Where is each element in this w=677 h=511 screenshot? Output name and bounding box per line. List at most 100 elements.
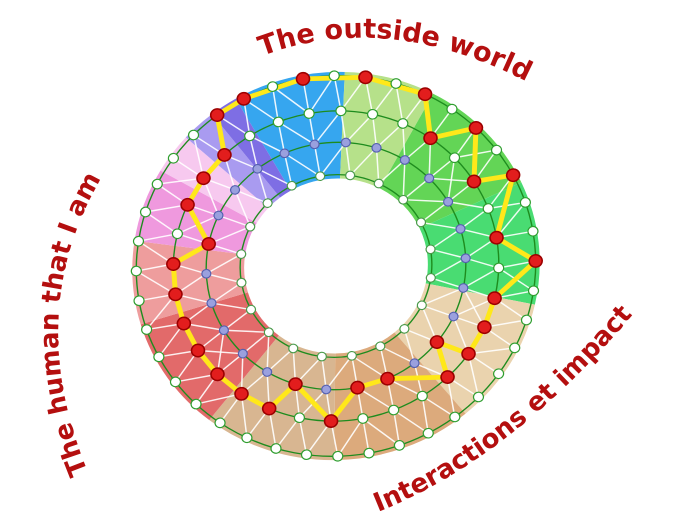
node[interactable] xyxy=(130,265,142,277)
node[interactable] xyxy=(293,412,306,424)
path-node[interactable] xyxy=(288,377,303,392)
node[interactable] xyxy=(245,304,257,315)
node[interactable] xyxy=(416,390,428,402)
node[interactable] xyxy=(357,413,369,424)
node[interactable] xyxy=(422,427,434,439)
sector-green-light[interactable] xyxy=(322,58,448,195)
path-node[interactable] xyxy=(440,370,455,385)
path-node[interactable] xyxy=(466,174,482,189)
node[interactable] xyxy=(153,351,165,363)
node[interactable] xyxy=(133,295,145,307)
path-node[interactable] xyxy=(234,386,249,401)
path-node[interactable] xyxy=(168,287,183,302)
path-node[interactable] xyxy=(477,320,492,335)
node[interactable] xyxy=(490,144,503,156)
node[interactable] xyxy=(229,185,241,195)
node[interactable] xyxy=(252,163,263,174)
sector-pink-light[interactable] xyxy=(156,125,271,237)
sector-violet-light[interactable] xyxy=(183,105,282,220)
node[interactable] xyxy=(139,206,152,218)
node[interactable] xyxy=(141,324,153,335)
node[interactable] xyxy=(371,142,382,153)
node[interactable] xyxy=(244,130,256,142)
path-node[interactable] xyxy=(236,91,252,106)
node[interactable] xyxy=(300,449,313,461)
path-node[interactable] xyxy=(489,230,504,245)
node[interactable] xyxy=(425,244,436,255)
node[interactable] xyxy=(409,358,420,369)
node[interactable] xyxy=(315,171,326,182)
node[interactable] xyxy=(449,411,461,423)
path-node[interactable] xyxy=(217,147,232,162)
node[interactable] xyxy=(493,368,505,380)
path-node[interactable] xyxy=(423,131,438,146)
node[interactable] xyxy=(241,432,253,444)
node[interactable] xyxy=(267,81,279,92)
node[interactable] xyxy=(519,197,531,208)
node[interactable] xyxy=(416,300,427,311)
node[interactable] xyxy=(328,70,340,82)
node[interactable] xyxy=(279,148,290,159)
node[interactable] xyxy=(527,285,540,297)
node[interactable] xyxy=(187,129,200,141)
node[interactable] xyxy=(218,325,229,336)
path-node[interactable] xyxy=(350,380,365,395)
node[interactable] xyxy=(190,398,202,410)
node[interactable] xyxy=(424,173,435,184)
node[interactable] xyxy=(366,108,379,120)
node[interactable] xyxy=(236,277,247,288)
path-node[interactable] xyxy=(261,401,277,416)
node[interactable] xyxy=(151,178,163,190)
node[interactable] xyxy=(245,221,256,232)
node[interactable] xyxy=(443,196,454,207)
node[interactable] xyxy=(272,116,284,128)
path-node[interactable] xyxy=(468,120,484,135)
node[interactable] xyxy=(213,210,224,221)
path-node[interactable] xyxy=(190,343,206,358)
node[interactable] xyxy=(169,376,182,388)
node[interactable] xyxy=(288,343,299,354)
node[interactable] xyxy=(236,249,247,259)
node[interactable] xyxy=(415,217,427,228)
node[interactable] xyxy=(425,273,436,283)
node[interactable] xyxy=(262,367,273,377)
node[interactable] xyxy=(132,235,145,247)
node[interactable] xyxy=(335,105,347,117)
sector-tan-dark[interactable] xyxy=(314,323,470,463)
node[interactable] xyxy=(237,348,248,359)
node[interactable] xyxy=(472,391,485,403)
path-node[interactable] xyxy=(166,257,181,271)
node[interactable] xyxy=(263,327,274,338)
node[interactable] xyxy=(321,384,332,395)
node[interactable] xyxy=(375,341,386,352)
path-node[interactable] xyxy=(429,335,445,350)
path-node[interactable] xyxy=(176,316,192,331)
path-node[interactable] xyxy=(528,254,543,268)
node[interactable] xyxy=(520,314,533,326)
node[interactable] xyxy=(388,404,400,416)
node[interactable] xyxy=(458,283,469,293)
node[interactable] xyxy=(399,155,410,165)
path-node[interactable] xyxy=(196,171,211,186)
node[interactable] xyxy=(332,450,344,462)
node[interactable] xyxy=(448,152,461,164)
sector-orchid[interactable] xyxy=(123,156,262,274)
path-node[interactable] xyxy=(210,367,225,382)
node[interactable] xyxy=(399,324,410,334)
node[interactable] xyxy=(214,417,226,429)
path-node[interactable] xyxy=(201,237,216,251)
node[interactable] xyxy=(460,253,471,264)
node[interactable] xyxy=(393,440,405,451)
node[interactable] xyxy=(201,268,212,279)
node[interactable] xyxy=(455,224,466,234)
node[interactable] xyxy=(446,103,458,115)
node[interactable] xyxy=(262,198,273,208)
node[interactable] xyxy=(482,203,494,214)
sector-red-light[interactable] xyxy=(125,222,254,325)
node[interactable] xyxy=(345,170,356,181)
path-node[interactable] xyxy=(461,346,476,361)
path-node[interactable] xyxy=(323,414,339,429)
sector-green-bright[interactable] xyxy=(411,181,549,323)
node[interactable] xyxy=(448,311,459,322)
node[interactable] xyxy=(397,118,409,129)
